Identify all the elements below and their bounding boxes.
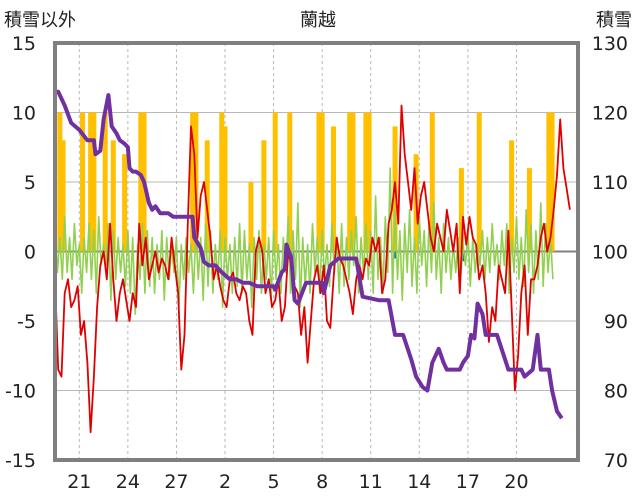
left-tick-label-2: -5	[17, 311, 36, 333]
snowfall-bar-15	[248, 182, 254, 252]
snowfall-bar-12	[204, 140, 210, 252]
snow-depth-series	[55, 89, 564, 420]
snowfall-bar-13	[219, 112, 225, 252]
x-tick-label-2: 27	[164, 471, 188, 493]
x-tick-label-8: 17	[456, 471, 480, 493]
x-tick-label-9: 20	[504, 471, 528, 493]
precip-bar-2	[461, 251, 466, 262]
chart-title: 蘭越	[300, 10, 336, 31]
x-axis-ticks: 21 24 27 2 5 8 11 14 17 20	[67, 471, 528, 493]
x-tick-label-7: 14	[407, 471, 431, 493]
snowfall-bar-4	[91, 112, 97, 252]
snowfall-bar-8	[138, 112, 144, 252]
left-tick-label-3: 0	[24, 242, 36, 264]
snowfall-bar-24	[363, 112, 369, 252]
plot-frame	[53, 41, 580, 462]
x-tick-label-6: 11	[359, 471, 383, 493]
x-tick-label-3: 2	[219, 471, 231, 493]
right-tick-label-6: 130	[592, 33, 628, 55]
snowfall-bar-18	[287, 112, 293, 252]
x-tick-label-1: 24	[116, 471, 140, 493]
precip-bar-1	[393, 251, 398, 259]
snowfall-bar-25	[366, 112, 372, 252]
temperature-line	[54, 104, 571, 434]
snow-depth-line	[55, 89, 564, 420]
right-tick-label-1: 80	[604, 381, 628, 403]
snowfall-bar-23	[350, 112, 356, 252]
right-tick-label-2: 90	[604, 311, 628, 333]
snowfall-bar-1	[60, 140, 66, 252]
temperature-series	[54, 104, 571, 434]
left-tick-label-4: 5	[24, 172, 36, 194]
snowfall-bar-3	[88, 112, 94, 252]
right-tick-label-4: 110	[592, 172, 628, 194]
snowfall-bar-19	[316, 112, 322, 252]
snowfall-bar-17	[272, 112, 278, 252]
left-tick-label-5: 10	[12, 103, 36, 125]
snowfall-bar-34	[549, 112, 555, 252]
snowfall-bar-16	[261, 140, 267, 252]
left-axis-ticks: -15 -10 -5 0 5 10 15	[5, 33, 36, 472]
x-tick-label-5: 8	[316, 471, 328, 493]
x-tick-label-0: 21	[67, 471, 91, 493]
snowfall-bar-14	[222, 126, 228, 252]
snowfall-bar-21	[331, 126, 337, 252]
snowfall-bar-6	[110, 140, 116, 252]
snowfall-bar-28	[429, 112, 435, 252]
x-tick-label-4: 5	[268, 471, 280, 493]
snowfall-bar-22	[347, 112, 353, 252]
right-tick-label-5: 120	[592, 103, 628, 125]
snowfall-bar-20	[319, 112, 325, 252]
snowfall-bar-7	[122, 154, 128, 252]
left-tick-label-1: -10	[5, 381, 36, 403]
right-tick-label-3: 100	[592, 242, 628, 264]
left-tick-label-6: 15	[12, 33, 36, 55]
snowfall-bar-0	[57, 112, 63, 252]
snowfall-bar-32	[526, 168, 532, 252]
snowfall-bar-5	[102, 112, 108, 252]
left-tick-label-0: -15	[5, 450, 36, 472]
right-axis-ticks: 70 80 90 100 110 120 130	[592, 33, 628, 472]
snowfall-bar-31	[509, 140, 515, 252]
snowfall-bar-33	[546, 112, 552, 252]
left-axis-title: 積雪以外	[4, 10, 76, 31]
right-tick-label-0: 70	[604, 450, 628, 472]
snowfall-bar-29	[458, 168, 464, 252]
snowfall-bar-10	[190, 112, 196, 252]
snowfall-bar-30	[476, 112, 482, 252]
snowfall-bar-2	[80, 112, 86, 252]
right-axis-title: 積雪	[596, 10, 632, 31]
